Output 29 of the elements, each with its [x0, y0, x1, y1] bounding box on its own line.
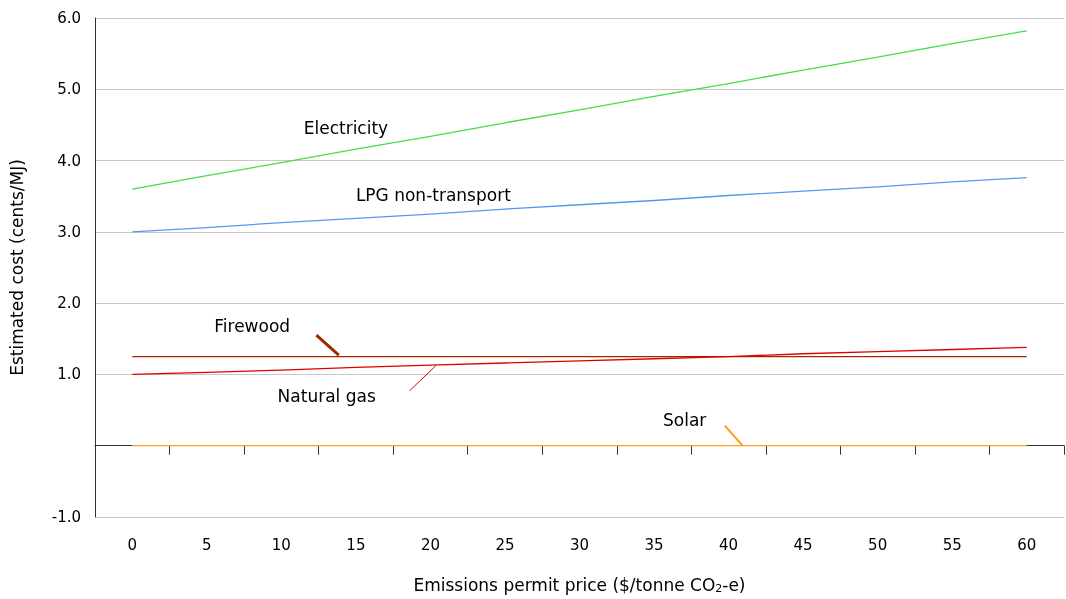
x-tick-label: 55 — [942, 535, 962, 554]
series-label: Firewood — [214, 315, 291, 336]
x-tick-label: 20 — [420, 535, 440, 554]
y-axis-title: Estimated cost (cents/MJ) — [6, 159, 27, 376]
y-tick-label: 1.0 — [57, 365, 81, 384]
series-label: Natural gas — [277, 385, 376, 406]
x-tick-label: 40 — [719, 535, 739, 554]
x-tick-label: 5 — [202, 535, 212, 554]
x-tick-label: 35 — [644, 535, 664, 554]
x-tick-label: 60 — [1017, 535, 1037, 554]
x-tick-label: 10 — [271, 535, 291, 554]
y-tick-label: 6.0 — [57, 9, 81, 27]
y-tick-label: -1.0 — [51, 508, 81, 526]
x-tick-label: 25 — [495, 535, 515, 554]
x-tick-label: 15 — [346, 535, 366, 554]
y-tick-label: 3.0 — [57, 222, 81, 241]
line-series — [131, 30, 1028, 190]
y-tick-label: 4.0 — [57, 151, 81, 170]
y-tick-label: 2.0 — [57, 294, 81, 313]
x-tick-label: 0 — [127, 535, 138, 554]
y-tick-label: 5.0 — [57, 80, 81, 99]
series-label: LPG non-transport — [355, 184, 512, 205]
x-tick-label: 45 — [793, 535, 813, 554]
line-series — [131, 177, 1028, 233]
series-label: Electricity — [303, 117, 389, 138]
x-tick-label: 30 — [569, 535, 590, 554]
x-tick-label: 50 — [868, 535, 888, 554]
line-series — [131, 346, 1028, 376]
series-label: Solar — [662, 410, 707, 431]
